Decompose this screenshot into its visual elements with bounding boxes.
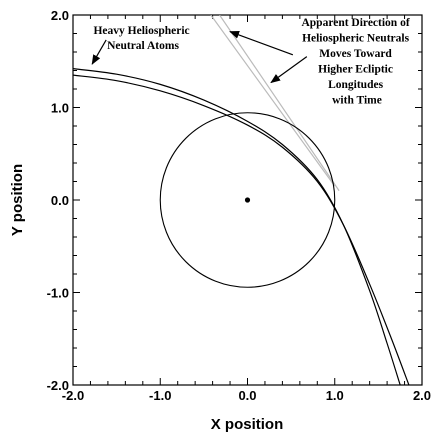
x-tick-label: 1.0 <box>326 388 344 403</box>
series-layer <box>73 15 410 385</box>
y-tick-label: -1.0 <box>47 286 69 301</box>
series-line-3 <box>219 15 340 192</box>
orbit-circle <box>159 112 336 288</box>
y-tick-label: 1.0 <box>51 101 69 116</box>
annotation-layer: Heavy Heliospheric Neutral Atoms Apparen… <box>91 17 412 107</box>
y-tick-label: 2.0 <box>51 8 69 23</box>
axis-ticks <box>72 14 423 386</box>
x-tick-label: -1.0 <box>149 388 171 403</box>
series-line-2 <box>210 15 336 187</box>
axis-tick-labels: -2.0 -1.0 0.0 1.0 2.0 -2.0 -1.0 0.0 1.0 2.0 <box>47 8 431 403</box>
x-axis-title: X position <box>211 416 284 433</box>
y-axis-title: Y position <box>9 164 26 236</box>
annotation-heavy-atoms: Heavy Heliospheric Neutral Atoms <box>93 25 192 52</box>
annotation-arrow-0-0 <box>91 39 107 65</box>
x-tick-label: 2.0 <box>413 388 431 403</box>
series-line-1 <box>73 74 410 385</box>
annotation-arrow-1-1 <box>270 56 308 84</box>
y-tick-label: -2.0 <box>47 378 69 393</box>
x-tick-label: -2.0 <box>62 388 84 403</box>
series-line-0 <box>73 68 401 385</box>
annotation-arrow-1-0 <box>229 31 294 56</box>
sun-dot <box>244 197 251 203</box>
y-tick-label: 0.0 <box>51 193 69 208</box>
annotation-apparent-direction: Apparent Direction of Heliospheric Neutr… <box>301 17 412 107</box>
x-tick-label: 0.0 <box>238 388 256 403</box>
